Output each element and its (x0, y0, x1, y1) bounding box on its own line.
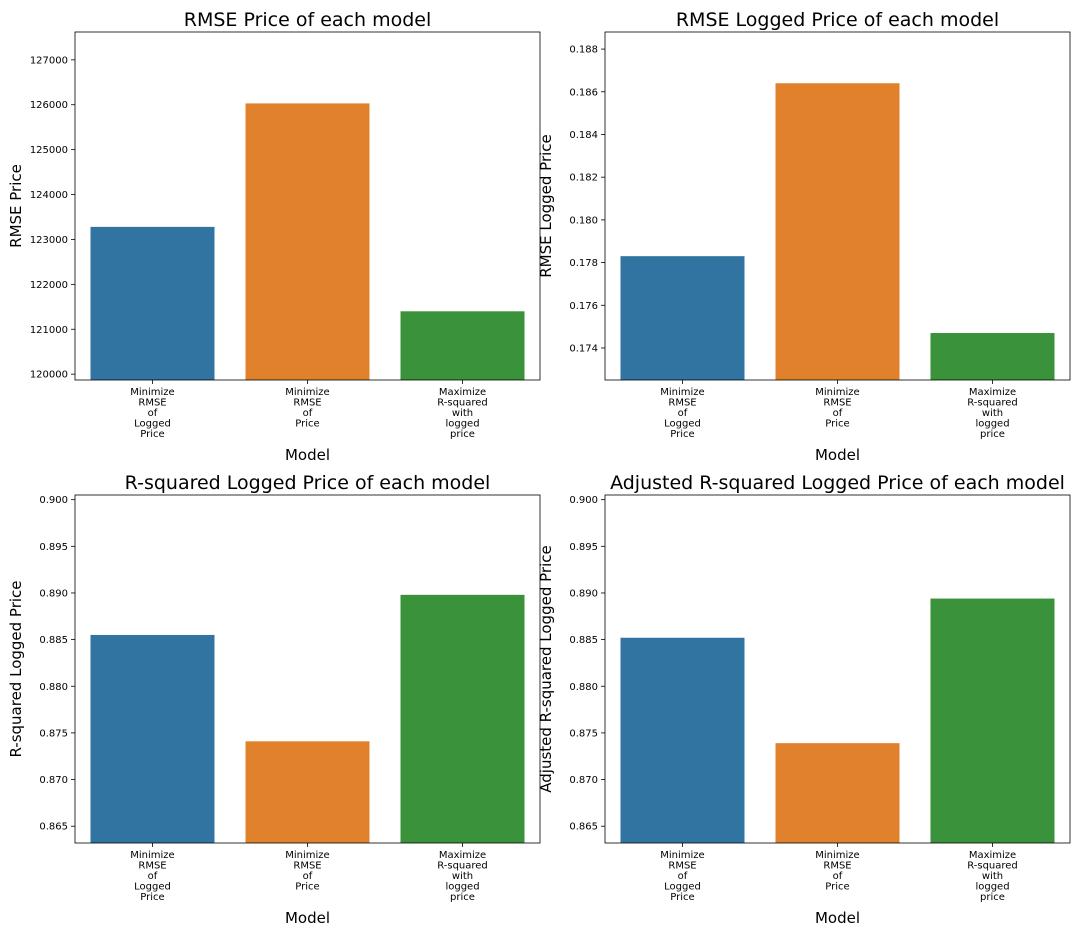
x-axis-label: Model (815, 446, 860, 464)
x-tick-label: Minimize RMSE of Price (815, 387, 859, 430)
bar-3 (400, 311, 525, 380)
y-tick-label: 0.875 (569, 728, 598, 739)
y-tick-label: 125000 (30, 145, 68, 156)
y-tick-label: 0.178 (569, 258, 598, 269)
y-tick-label: 124000 (30, 190, 68, 201)
y-tick-label: 120000 (30, 370, 68, 381)
y-tick-label: 0.895 (39, 542, 68, 553)
chart-panel-3: 0.865 0.870 0.875 0.880 0.885 0.890 0.895 0.900… (7, 472, 541, 927)
y-tick-label: 0.895 (569, 542, 598, 553)
y-tick-label: 122000 (30, 280, 68, 291)
x-tick-label: Minimize RMSE of Price (815, 850, 859, 893)
bar-3 (930, 598, 1055, 843)
x-tick-label: Maximize R-squared with logged price (967, 387, 1018, 440)
bar-3 (400, 594, 525, 843)
x-tick-label: Maximize R-squared with logged price (437, 387, 488, 440)
y-tick-label: 126000 (30, 100, 68, 111)
bar-2 (775, 743, 900, 843)
y-tick-label: 0.880 (39, 682, 68, 693)
y-tick-label: 0.885 (569, 635, 598, 646)
y-axis-label: RMSE Logged Price (537, 134, 555, 278)
chart-panel-1: 120000 121000 122000 123000 124000 125000 1260… (7, 9, 541, 464)
bar-1 (90, 634, 215, 843)
y-tick-label: 0.186 (569, 87, 598, 98)
y-axis-label: RMSE Price (7, 164, 25, 248)
x-axis-label: Model (285, 909, 330, 927)
y-tick-label: 0.900 (569, 495, 598, 506)
x-tick-label: Maximize R-squared with logged price (967, 850, 1018, 903)
y-tick-label: 0.180 (569, 215, 598, 226)
x-tick-label: Minimize RMSE of Logged Price (660, 387, 704, 440)
y-tick-label: 0.890 (39, 588, 68, 599)
x-axis-label: Model (815, 909, 860, 927)
y-tick-label: 127000 (30, 55, 68, 66)
y-tick-label: 0.870 (569, 775, 598, 786)
y-tick-label: 0.880 (569, 682, 598, 693)
y-tick-label: 0.865 (39, 822, 68, 833)
y-tick-label: 0.184 (569, 130, 598, 141)
y-tick-label: 0.885 (39, 635, 68, 646)
bar-1 (620, 637, 745, 843)
x-tick-label: Minimize RMSE of Logged Price (130, 387, 174, 440)
x-axis-label: Model (285, 446, 330, 464)
y-tick-label: 0.875 (39, 728, 68, 739)
bar-2 (775, 83, 900, 381)
x-tick-label: Minimize RMSE of Logged Price (660, 850, 704, 903)
y-tick-label: 0.890 (569, 588, 598, 599)
chart-title: Adjusted R-squared Logged Price of each … (610, 472, 1065, 494)
y-tick-label: 0.870 (39, 775, 68, 786)
bar-1 (620, 256, 745, 380)
x-tick-label: Minimize RMSE of Price (285, 387, 329, 430)
y-tick-label: 121000 (30, 325, 68, 336)
bar-1 (90, 226, 215, 380)
x-tick-label: Minimize RMSE of Logged Price (130, 850, 174, 903)
chart-panel-4: 0.865 0.870 0.875 0.880 0.885 0.890 0.895 0.900… (537, 472, 1071, 927)
y-tick-label: 0.182 (569, 173, 598, 184)
bar-2 (245, 103, 370, 381)
y-tick-label: 123000 (30, 235, 68, 246)
x-tick-label: Maximize R-squared with logged price (437, 850, 488, 903)
y-tick-label: 0.176 (569, 301, 598, 312)
chart-title: R-squared Logged Price of each model (125, 472, 491, 494)
bar-2 (245, 741, 370, 843)
chart-title: RMSE Price of each model (184, 9, 431, 31)
bar-3 (930, 333, 1055, 380)
x-tick-label: Minimize RMSE of Price (285, 850, 329, 893)
y-tick-label: 0.174 (569, 343, 598, 354)
y-tick-label: 0.188 (569, 45, 598, 56)
y-tick-label: 0.865 (569, 822, 598, 833)
y-tick-label: 0.900 (39, 495, 68, 506)
chart-panel-2: 0.174 0.176 0.178 0.180 0.182 0.184 0.186 0.188… (537, 9, 1071, 464)
y-axis-label: Adjusted R-squared Logged Price (537, 545, 555, 792)
chart-title: RMSE Logged Price of each model (676, 9, 999, 31)
y-axis-label: R-squared Logged Price (7, 580, 25, 757)
